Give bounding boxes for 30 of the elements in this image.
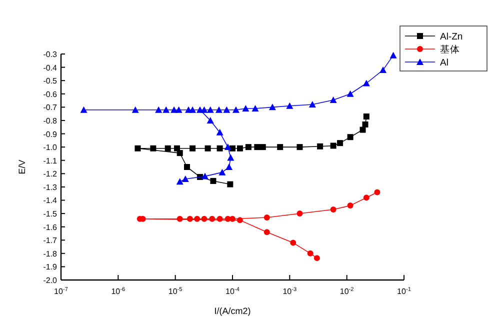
x-tick-label: 10$^{-3}$ bbox=[282, 287, 297, 296]
x-tick-label: 10$^{-2}$ bbox=[340, 287, 354, 296]
y-tick-label: -0.9 bbox=[43, 130, 58, 139]
y-tick-label: -1.8 bbox=[43, 249, 58, 258]
x-tick-label: 10$^{-6}$ bbox=[111, 287, 126, 296]
x-tick-label: 10$^{-5}$ bbox=[168, 287, 182, 296]
legend-label: Al-Zn bbox=[440, 32, 463, 42]
x-tick-label: 10$^{-1}$ bbox=[397, 287, 411, 296]
y-tick-label: -1.4 bbox=[43, 196, 58, 206]
y-tick-label: -1.7 bbox=[43, 236, 58, 246]
y-tick-label: -1.0 bbox=[43, 143, 58, 152]
y-tick-label: -0.5 bbox=[43, 76, 58, 86]
y-axis-title: E/V bbox=[17, 160, 27, 174]
y-tick-label: -0.8 bbox=[43, 116, 58, 126]
y-tick-label: -1.1 bbox=[43, 156, 58, 166]
x-axis-title: I/(A/cm2) bbox=[214, 306, 251, 316]
legend-label: Al bbox=[440, 58, 448, 68]
y-tick-label: -0.4 bbox=[43, 63, 58, 72]
y-tick-label: -1.6 bbox=[43, 222, 58, 232]
y-tick-label: -0.3 bbox=[43, 50, 58, 59]
x-tick-label: 10$^{-4}$ bbox=[226, 287, 240, 296]
y-tick-label: -0.7 bbox=[43, 103, 58, 112]
y-tick-label: -2.0 bbox=[43, 276, 58, 285]
x-tick-label: 10$^{-7}$ bbox=[54, 287, 68, 296]
y-tick-label: -1.5 bbox=[43, 210, 58, 219]
y-tick-label: -1.2 bbox=[43, 170, 58, 179]
legend-label: 基体 bbox=[440, 44, 460, 56]
y-tick-label: -1.9 bbox=[43, 262, 58, 272]
y-tick-label: -0.6 bbox=[43, 90, 58, 99]
y-tick-label: -1.3 bbox=[43, 182, 58, 192]
